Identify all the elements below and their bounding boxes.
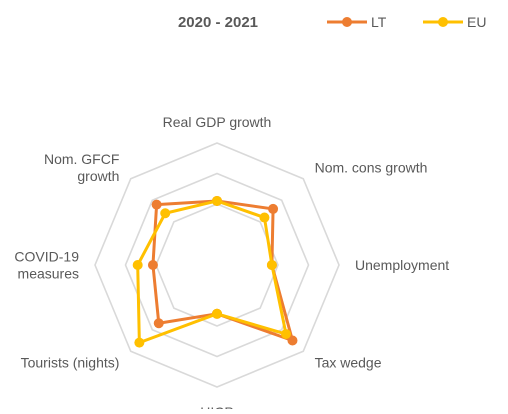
category-label: Tax wedge	[315, 355, 382, 371]
data-point-eu	[132, 260, 143, 270]
legend: LT EU	[327, 14, 486, 30]
grid-ring	[94, 142, 340, 388]
data-point-eu	[212, 308, 222, 319]
category-label: Tourists (nights)	[21, 355, 120, 371]
grid-ring	[124, 172, 310, 358]
legend-marker-lt	[342, 17, 352, 27]
data-point-lt	[153, 318, 164, 329]
data-point-eu	[259, 212, 270, 223]
grid-ring	[155, 203, 279, 327]
category-label: Nom. cons growth	[315, 159, 428, 175]
category-labels: Real GDP growth Nom. cons growth Unemploym…	[14, 114, 449, 414]
category-label: measures	[18, 266, 79, 282]
data-point-eu	[160, 208, 171, 219]
category-label: COVID-19	[14, 249, 79, 265]
legend-label-eu: EU	[467, 14, 486, 30]
category-label: Real GDP growth	[163, 114, 272, 130]
category-label: Unemployment	[355, 257, 449, 273]
data-point-eu	[266, 260, 277, 270]
data-point-eu	[212, 195, 222, 206]
legend-marker-eu	[438, 17, 448, 27]
data-point-lt	[268, 203, 279, 214]
data-point-lt	[147, 260, 158, 270]
data-point-lt	[287, 335, 298, 346]
category-label: Nom. GFCF	[44, 151, 119, 167]
data-point-eu	[134, 337, 145, 348]
category-label: growth	[77, 168, 119, 184]
series-layer	[132, 195, 298, 348]
data-point-eu	[281, 329, 292, 340]
category-label: HICP	[200, 404, 233, 409]
data-point-lt	[151, 199, 162, 210]
legend-label-lt: LT	[371, 14, 387, 30]
radar-grid	[94, 142, 340, 388]
chart-title: 2020 - 2021	[178, 14, 258, 31]
